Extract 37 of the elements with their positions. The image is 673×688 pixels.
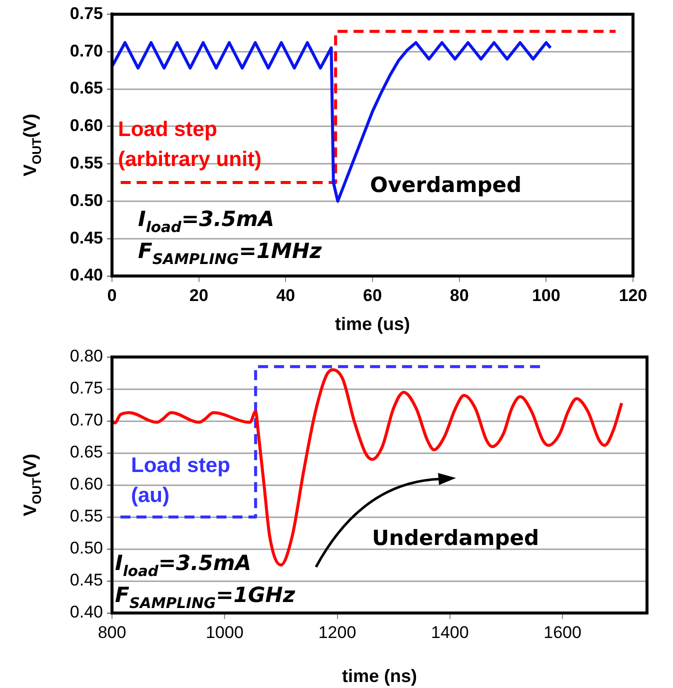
y-tick-label: 0.65: [70, 78, 103, 98]
y-tick-label: 0.80: [70, 346, 103, 366]
y-tick-label: 0.40: [70, 266, 103, 285]
x-tick-label: 20: [189, 286, 208, 305]
y-tick-label: 0.50: [70, 538, 103, 558]
y-tick-label: 0.65: [70, 442, 103, 462]
y-tick-label: 0.50: [70, 190, 103, 210]
y-tick-label: 0.75: [70, 378, 103, 398]
x-tick-label: 40: [276, 286, 296, 305]
y-axis-title: VOUT(V): [20, 114, 44, 176]
x-axis-title: time (ns): [342, 666, 418, 686]
x-tick-label: 1400: [430, 622, 469, 642]
x-tick-label: 100: [532, 286, 560, 305]
x-tick-label: 60: [363, 286, 382, 305]
y-tick-label: 0.45: [70, 228, 103, 248]
series-label: Load step (arbitrary unit): [118, 118, 262, 171]
series-label: Load step (au): [131, 454, 230, 507]
annotation: Overdamped: [370, 173, 522, 197]
x-tick-label: 120: [618, 286, 648, 305]
y-tick-label: 0.60: [70, 116, 103, 136]
x-tick-label: 800: [98, 622, 126, 642]
annotation: Underdamped: [372, 526, 540, 550]
y-tick-label: 0.60: [70, 474, 103, 494]
y-tick-label: 0.55: [70, 506, 103, 526]
x-tick-label: 0: [107, 286, 117, 305]
x-tick-label: 1000: [206, 622, 244, 642]
y-tick-label: 0.40: [70, 602, 103, 622]
y-tick-label: 0.55: [70, 153, 103, 172]
y-tick-label: 0.75: [70, 4, 103, 23]
x-tick-label: 1600: [544, 622, 582, 642]
y-axis-title: VOUT(V): [20, 454, 44, 516]
y-tick-label: 0.70: [70, 410, 103, 430]
x-tick-label: 80: [450, 286, 469, 305]
x-axis-title: time (us): [334, 314, 410, 334]
y-tick-label: 0.70: [70, 41, 103, 60]
y-tick-label: 0.45: [70, 570, 103, 590]
x-tick-label: 1200: [318, 622, 356, 642]
